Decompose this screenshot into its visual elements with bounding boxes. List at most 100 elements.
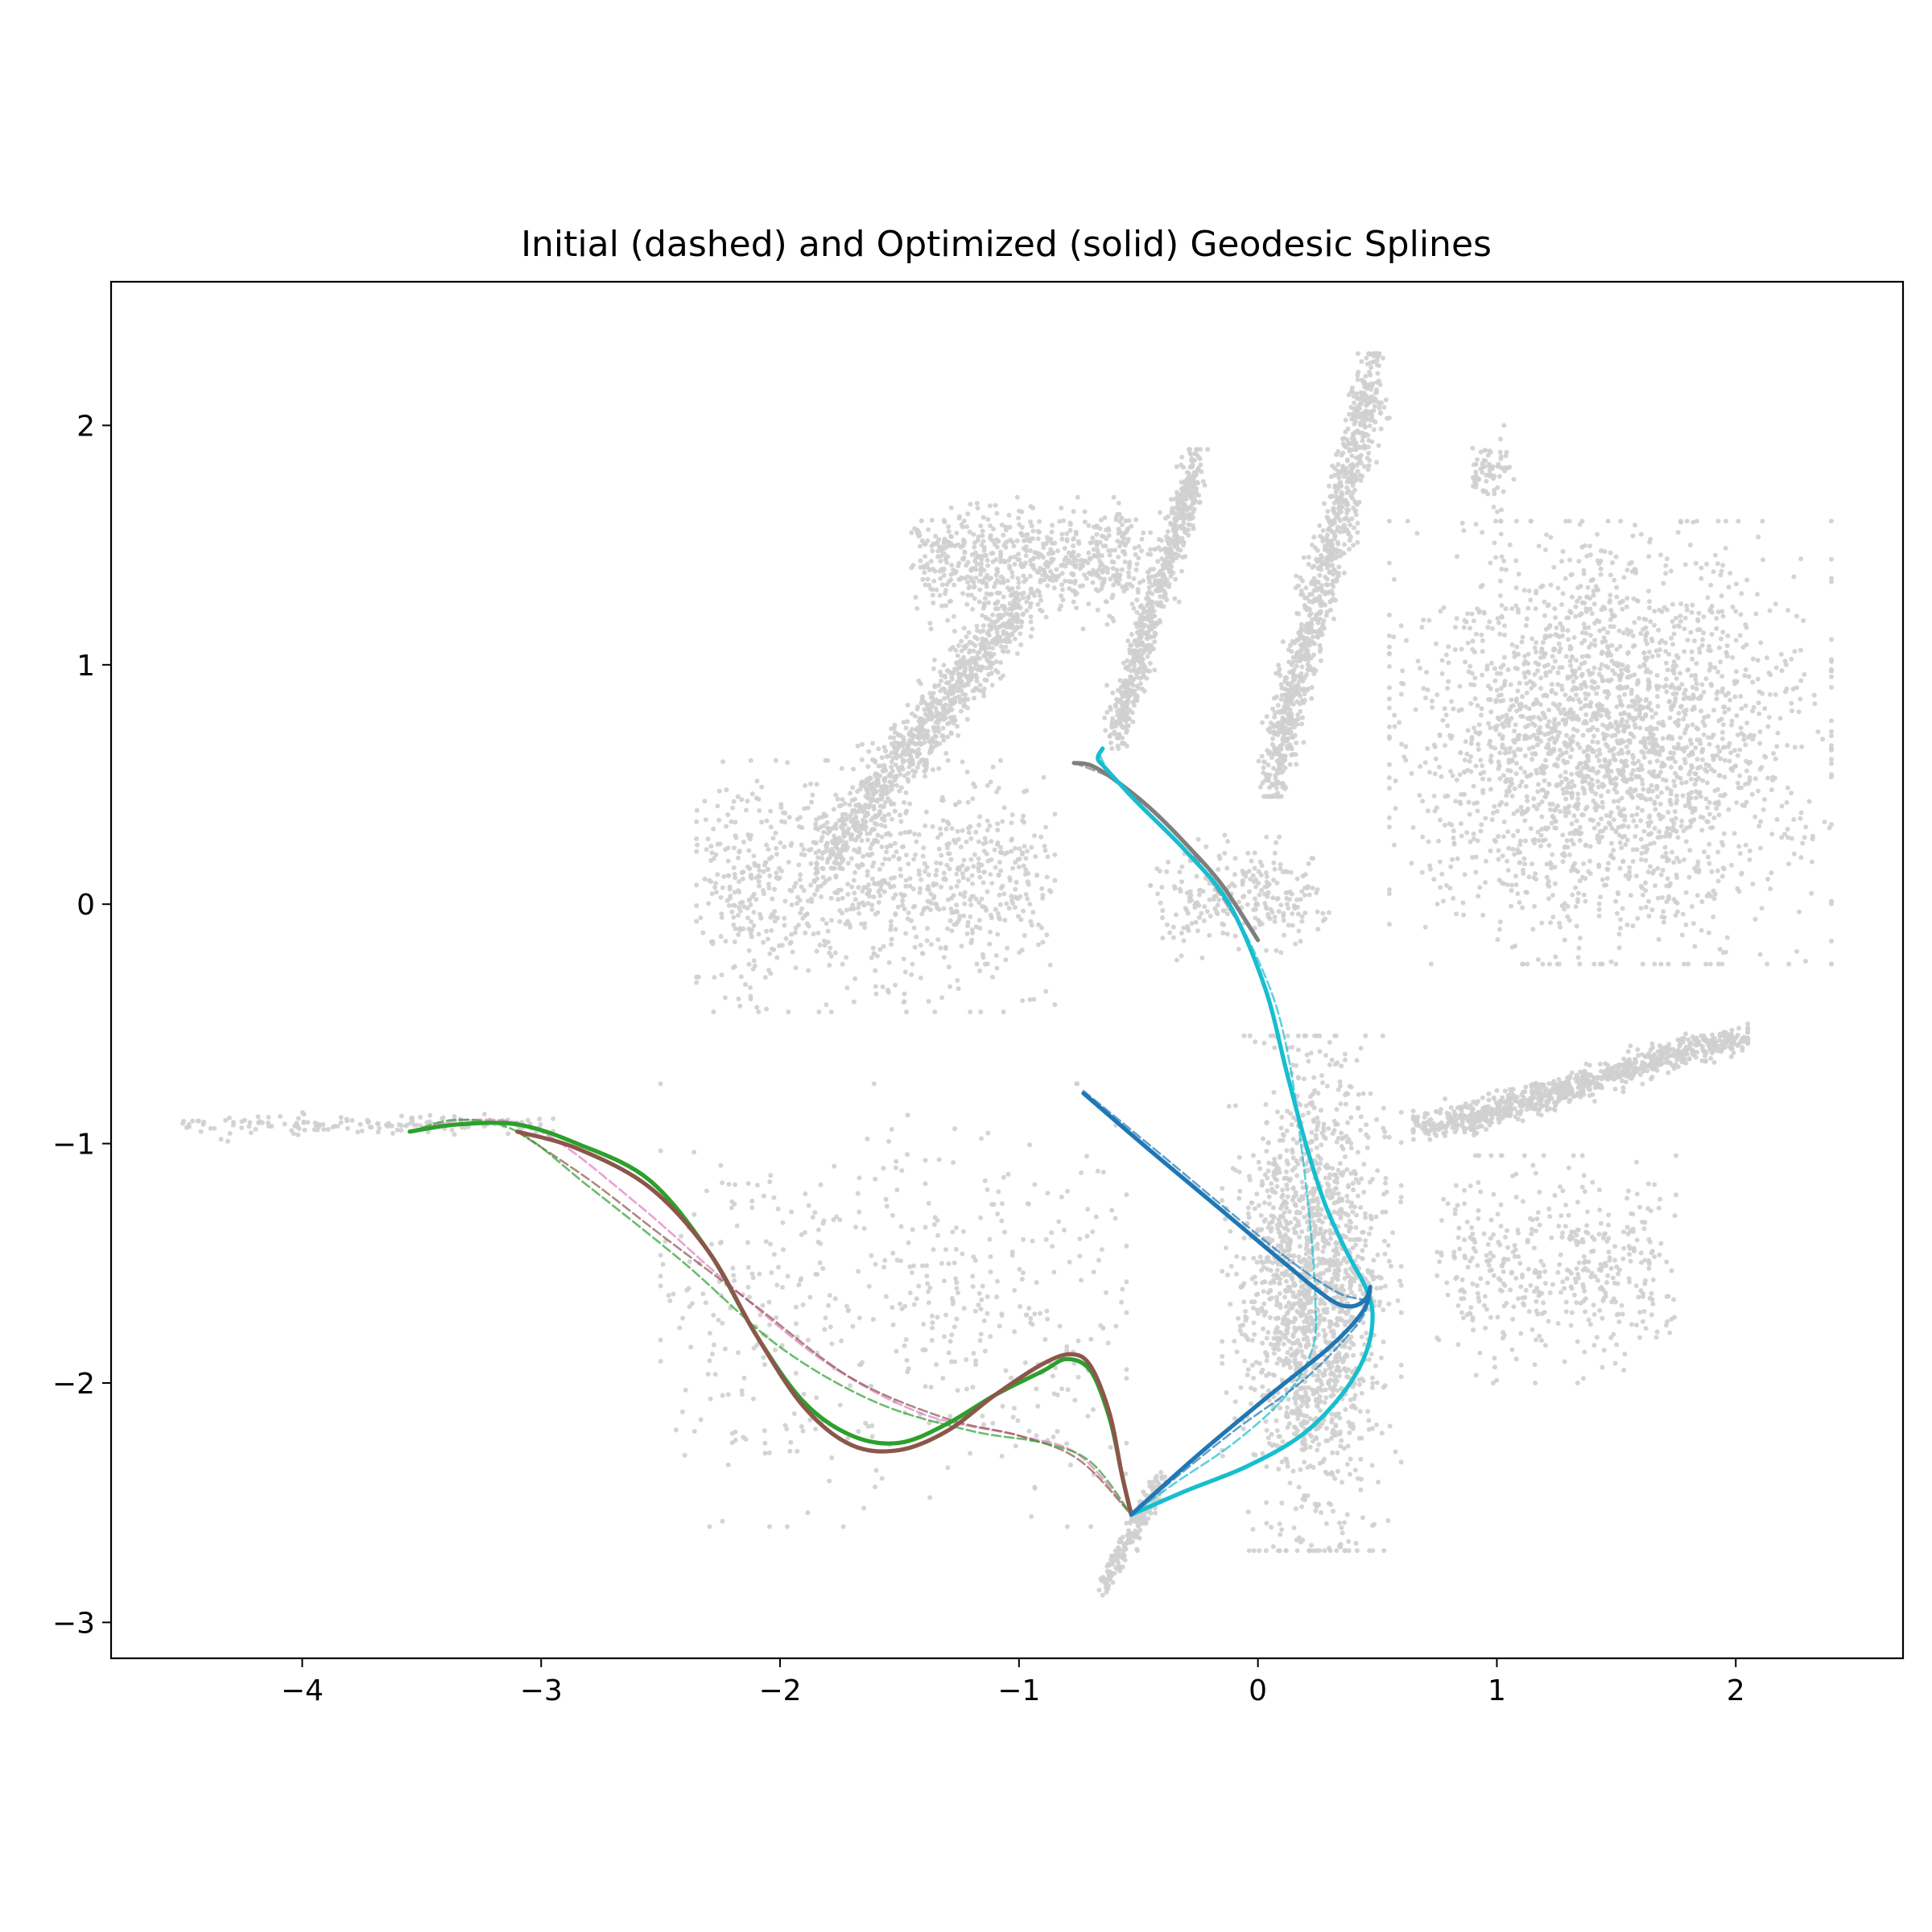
- scatter-point: [813, 850, 819, 856]
- scatter-point: [918, 943, 923, 948]
- scatter-point: [850, 785, 856, 791]
- scatter-point: [1016, 551, 1022, 557]
- scatter-point: [1338, 506, 1344, 511]
- scatter-point: [935, 835, 940, 840]
- scatter-point: [796, 923, 801, 928]
- scatter-point: [1308, 621, 1314, 625]
- scatter-point: [1099, 586, 1104, 592]
- scatter-point: [738, 974, 744, 980]
- scatter-point: [1196, 500, 1202, 506]
- scatter-point: [848, 819, 854, 824]
- scatter-point: [893, 982, 898, 988]
- scatter-point: [1303, 585, 1309, 591]
- scatter-point: [737, 848, 742, 854]
- scatter-point: [1329, 597, 1335, 603]
- scatter-point: [984, 665, 989, 671]
- scatter-point: [970, 881, 976, 886]
- scatter-point: [922, 906, 927, 911]
- scatter-point: [394, 1127, 400, 1133]
- scatter-point: [956, 799, 962, 805]
- scatter-point: [954, 871, 960, 877]
- scatter-point: [925, 576, 931, 582]
- scatter-point: [828, 945, 833, 951]
- scatter-point: [952, 629, 957, 634]
- scatter-point: [1059, 506, 1064, 511]
- scatter-point: [904, 808, 910, 814]
- scatter-point: [1009, 894, 1014, 899]
- scatter-point: [998, 868, 1004, 873]
- scatter-point: [947, 703, 953, 708]
- scatter-point: [1134, 561, 1140, 567]
- scatter-point: [1009, 812, 1015, 818]
- scatter-point: [926, 998, 931, 1004]
- scatter-point: [1640, 807, 1645, 813]
- scatter-point: [994, 510, 1000, 516]
- scatter-point: [994, 626, 999, 632]
- scatter-point: [1497, 449, 1503, 455]
- scatter-point: [951, 910, 956, 915]
- scatter-point: [1337, 518, 1343, 523]
- scatter-point: [1019, 947, 1025, 953]
- scatter-point: [935, 554, 941, 559]
- scatter-point: [832, 950, 838, 956]
- scatter-point: [840, 848, 845, 853]
- scatter-point: [1005, 585, 1010, 591]
- scatter-point: [948, 906, 954, 911]
- scatter-point: [1377, 405, 1382, 411]
- scatter-point: [1330, 542, 1335, 547]
- scatter-point: [1499, 614, 1505, 620]
- scatter-point: [537, 1117, 543, 1121]
- scatter-point: [1153, 573, 1158, 579]
- scatter-point: [1376, 353, 1381, 358]
- scatter-point: [941, 663, 947, 668]
- scatter-point: [1422, 760, 1428, 766]
- scatter-point: [1338, 553, 1344, 559]
- scatter-point: [977, 587, 983, 592]
- scatter-point: [798, 910, 803, 916]
- scatter-point: [1070, 588, 1075, 593]
- scatter-point: [914, 605, 920, 611]
- scatter-point: [1150, 646, 1156, 652]
- scatter-point: [936, 683, 942, 688]
- scatter-point: [867, 775, 873, 781]
- scatter-point: [1318, 609, 1323, 614]
- scatter-point: [1287, 742, 1293, 748]
- scatter-point: [1075, 494, 1080, 500]
- scatter-point: [951, 689, 956, 695]
- scatter-point: [1268, 720, 1274, 726]
- scatter-point: [1290, 654, 1296, 660]
- scatter-point: [1185, 491, 1190, 497]
- scatter-point: [253, 1126, 258, 1132]
- scatter-point: [720, 759, 726, 765]
- scatter-point: [1335, 472, 1341, 477]
- scatter-point: [863, 794, 869, 799]
- scatter-point: [959, 708, 964, 714]
- scatter-point: [1768, 672, 1773, 678]
- scatter-point: [980, 528, 985, 534]
- scatter-point: [1015, 650, 1020, 656]
- scatter-point: [873, 968, 878, 973]
- scatter-point: [989, 624, 994, 630]
- scatter-point: [1147, 650, 1153, 655]
- scatter-point: [851, 766, 857, 772]
- scatter-point: [739, 797, 745, 803]
- scatter-point: [1553, 819, 1558, 824]
- scatter-point: [198, 1129, 204, 1134]
- scatter-point: [1695, 766, 1700, 771]
- scatter-point: [1386, 824, 1392, 830]
- scatter-point: [951, 613, 956, 619]
- scatter-point: [1346, 488, 1352, 493]
- scatter-point: [1663, 660, 1669, 666]
- scatter-point: [811, 931, 816, 937]
- scatter-point: [715, 803, 720, 809]
- scatter-point: [1009, 586, 1015, 592]
- scatter-point: [1160, 562, 1166, 568]
- scatter-point: [1161, 572, 1166, 577]
- scatter-point: [939, 995, 945, 1001]
- scatter-point: [930, 715, 935, 720]
- scatter-point: [897, 788, 902, 794]
- scatter-point: [712, 975, 717, 980]
- scatter-point: [1059, 582, 1065, 588]
- scatter-point: [954, 661, 960, 667]
- scatter-point: [359, 1128, 365, 1133]
